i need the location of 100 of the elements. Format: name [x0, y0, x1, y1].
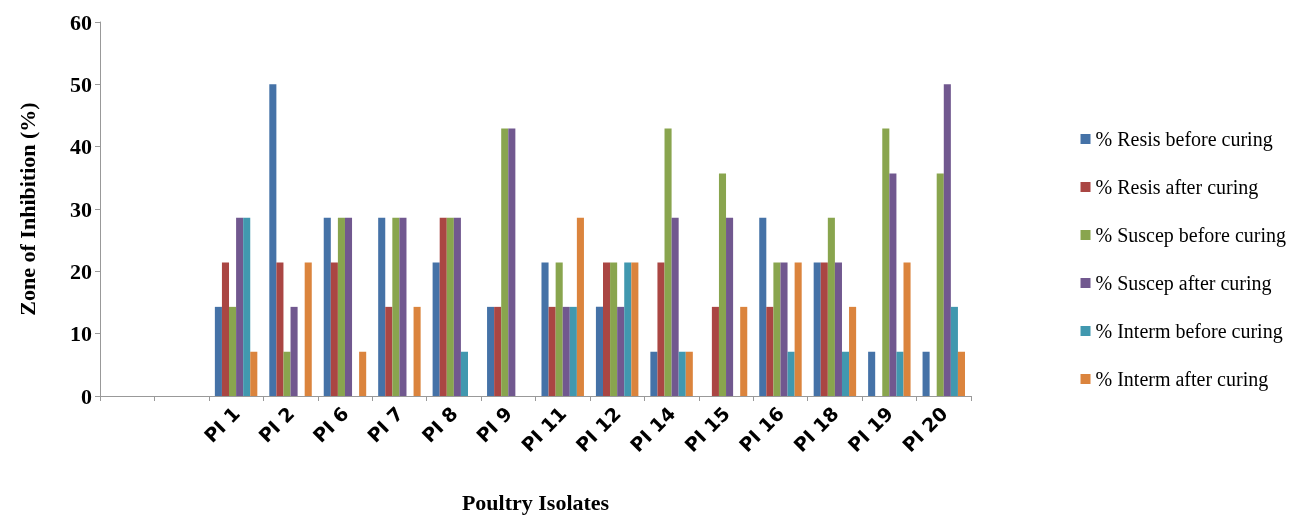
- bar: [780, 262, 788, 396]
- y-tick-label: 10: [70, 321, 92, 347]
- bar: [882, 128, 890, 396]
- bar: [562, 306, 570, 396]
- x-tick-label: PI 1: [199, 402, 244, 447]
- legend-label: % Suscep after curing: [1095, 272, 1272, 295]
- bar: [229, 306, 237, 396]
- x-tick-label: PI 15: [680, 402, 734, 456]
- x-tick-label: PI 6: [308, 402, 353, 447]
- bar: [446, 217, 454, 396]
- y-tick-label: 50: [70, 71, 92, 97]
- y-axis-title: Zone of Inhibition (%): [14, 102, 40, 316]
- bar: [548, 306, 556, 396]
- bar: [494, 306, 502, 396]
- bar: [820, 262, 828, 396]
- bar: [664, 128, 672, 396]
- bar: [711, 306, 719, 396]
- bar: [508, 128, 516, 396]
- bar: [385, 306, 393, 396]
- bar: [610, 262, 618, 396]
- x-tick-label: PI 7: [362, 402, 408, 447]
- bar: [555, 262, 563, 396]
- bar: [957, 351, 966, 396]
- bar: [460, 351, 468, 396]
- bar: [813, 262, 821, 396]
- bar: [766, 306, 774, 396]
- bar: [290, 306, 298, 396]
- bar: [399, 217, 407, 396]
- bar: [541, 262, 549, 396]
- x-tick-label: PI 11: [516, 402, 571, 456]
- bar: [922, 351, 930, 396]
- x-axis-title: Poultry Isolates: [461, 489, 610, 515]
- y-tick-label: 30: [70, 196, 92, 222]
- legend-label: % Resis after curing: [1095, 176, 1259, 199]
- bar: [841, 351, 850, 396]
- x-tick-label: PI 12: [571, 402, 625, 456]
- legend-label: % Interm after curing: [1095, 368, 1269, 391]
- bar: [943, 84, 951, 396]
- x-tick-label: PI 2: [253, 402, 299, 447]
- bar: [718, 173, 727, 396]
- x-tick-label: PI 16: [734, 402, 789, 456]
- bar: [323, 217, 331, 396]
- y-tick-label: 60: [70, 9, 92, 35]
- bar: [889, 173, 897, 396]
- y-tick-label: 40: [70, 134, 92, 160]
- bar: [439, 217, 447, 396]
- bar: [617, 306, 625, 396]
- bar: [631, 262, 639, 396]
- bar: [903, 262, 911, 396]
- bar: [283, 351, 291, 396]
- x-tick-label: PI 8: [417, 402, 462, 447]
- bar: [849, 306, 857, 396]
- bar: [276, 262, 284, 396]
- bar: [740, 306, 748, 396]
- bar: [243, 217, 251, 396]
- bar: [595, 306, 603, 396]
- bar: [671, 217, 679, 396]
- legend-label: % Suscep before curing: [1095, 224, 1287, 247]
- bar: [501, 128, 509, 396]
- bar: [569, 306, 577, 396]
- bar: [576, 217, 584, 396]
- bar: [392, 217, 400, 396]
- x-tick-label: PI 19: [843, 402, 898, 456]
- bar: [896, 351, 904, 396]
- x-tick-label: PI 20: [897, 402, 952, 456]
- bar: [657, 262, 665, 396]
- bar: [487, 306, 495, 396]
- bar: [603, 262, 611, 396]
- bar: [794, 262, 802, 396]
- bar: [834, 262, 842, 396]
- bar: [773, 262, 781, 396]
- bar: [432, 262, 440, 396]
- bar: [359, 351, 367, 396]
- y-tick-label: 20: [70, 258, 92, 284]
- bar: [214, 306, 222, 396]
- bar: [337, 217, 345, 396]
- bar: [250, 351, 258, 396]
- bar: [236, 217, 244, 396]
- x-tick-label: PI 18: [788, 402, 843, 456]
- bar: [685, 351, 693, 396]
- bar: [759, 217, 767, 396]
- bar: [827, 217, 835, 396]
- x-tick-label: PI 9: [471, 402, 517, 447]
- bar: [936, 173, 944, 396]
- legend-label: % Interm before curing: [1095, 320, 1283, 343]
- x-tick-label: PI 14: [625, 402, 680, 456]
- bar: [650, 351, 658, 396]
- bar: [330, 262, 338, 396]
- bar: [413, 306, 421, 396]
- bar: [950, 306, 958, 396]
- bar: [378, 217, 386, 396]
- legend-label: % Resis before curing: [1095, 128, 1273, 151]
- bar: [269, 84, 277, 396]
- bar: [304, 262, 312, 396]
- bar: [787, 351, 795, 396]
- bar: [868, 351, 876, 396]
- bar: [221, 262, 230, 396]
- bar: [344, 217, 353, 396]
- bar: [624, 262, 632, 396]
- bar: [726, 217, 734, 396]
